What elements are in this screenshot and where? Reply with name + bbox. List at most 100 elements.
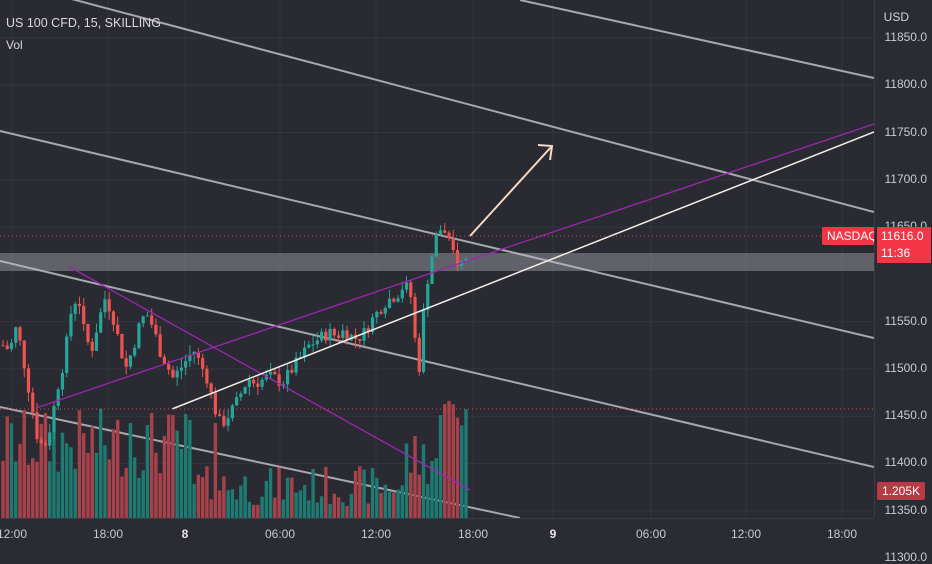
candle-body (396, 298, 400, 302)
chart-area[interactable]: US 100 CFD, 15, SKILLING Vol NASDAQ (0, 0, 874, 518)
candle-body (213, 392, 217, 415)
projection-arrow (469, 145, 553, 237)
volume-bar (90, 426, 94, 518)
candle-body (116, 324, 120, 335)
volume-bar (26, 464, 31, 518)
candle-body (358, 338, 362, 341)
last-price-value: 11616.0 (881, 229, 924, 243)
volume-bar (200, 477, 205, 518)
volume-bar (43, 413, 48, 518)
candle-body (184, 361, 188, 368)
volume-bar (358, 466, 362, 518)
candle-body (222, 416, 226, 426)
volume-bar (192, 483, 196, 518)
time-tick-label: 06:00 (264, 527, 296, 541)
volume-bar (447, 400, 451, 518)
volume-bars (1, 400, 468, 518)
candle-body (392, 298, 396, 302)
time-axis[interactable]: 12:00 18:00 8 06:00 12:00 18:00 9 06:00 12:00 18:… (0, 518, 874, 551)
volume-bar (196, 474, 201, 518)
candle-body (48, 432, 52, 446)
volume-bar (166, 414, 171, 518)
purple-trend-channel (35, 123, 874, 409)
volume-bar (332, 493, 337, 518)
candle-body (90, 341, 94, 351)
support-zone (0, 253, 874, 271)
volume-bar (336, 497, 341, 518)
chart-canvas[interactable] (0, 0, 874, 518)
candle-body (209, 383, 213, 393)
volume-bar (9, 423, 14, 518)
volume-bar (205, 466, 209, 518)
volume-bar (137, 477, 141, 518)
candle-body (375, 311, 379, 318)
price-tick-label: 11450.0 (884, 408, 928, 423)
trend-line (171, 131, 874, 410)
candle-body (175, 370, 179, 378)
drawing-tools[interactable] (35, 123, 874, 491)
volume-bar (77, 410, 82, 518)
candle-body (239, 393, 243, 398)
price-tick-label: 11500.0 (884, 360, 928, 375)
volume-bar (222, 476, 226, 518)
volume-bar (383, 484, 387, 518)
candle-body (370, 317, 375, 332)
volume-bar (230, 489, 235, 518)
symbol-title[interactable]: US 100 CFD, 15, SKILLING (6, 16, 161, 30)
candle-body (438, 230, 443, 235)
candle-body (171, 369, 175, 378)
volume-bar (319, 496, 324, 518)
price-axis[interactable]: USD 11850.011800.011750.011700.011650.01… (874, 0, 932, 564)
volume-bar (392, 492, 396, 518)
volume-bar (307, 500, 311, 518)
candle-body (60, 373, 65, 390)
time-tick-label: 12:00 (360, 527, 392, 541)
volume-bar (162, 435, 167, 518)
volume-bar (65, 443, 69, 518)
candle-body (18, 327, 22, 341)
volume-bar (35, 461, 39, 518)
volume-bar (400, 485, 404, 518)
volume-bar (5, 416, 9, 518)
time-tick-label: 8 (181, 527, 189, 541)
candle-body (409, 282, 413, 297)
candle-body (434, 234, 438, 257)
candlesticks[interactable] (1, 223, 468, 451)
candle-body (145, 315, 150, 317)
volume-bar (256, 504, 260, 518)
volume-bar (183, 413, 188, 518)
volume-bar (281, 499, 286, 518)
candle-body (35, 412, 39, 440)
candle-body (451, 238, 455, 251)
volume-bar (464, 409, 468, 518)
volume-bar (404, 443, 409, 518)
volume-indicator-label[interactable]: Vol (6, 38, 23, 52)
candle-body (150, 315, 154, 325)
volume-bar (209, 499, 213, 518)
volume-bar (124, 467, 128, 518)
candle-body (22, 340, 26, 369)
candle-body (273, 371, 277, 375)
candle-body (133, 347, 137, 356)
candle-body (86, 323, 90, 342)
volume-bar (324, 466, 328, 518)
volume-bar (370, 468, 375, 518)
candle-body (247, 379, 251, 387)
volume-bar (60, 432, 65, 518)
volume-bar (290, 477, 294, 518)
candle-body (285, 369, 290, 385)
volume-bar (277, 467, 281, 518)
candle-body (366, 328, 370, 332)
candle-body (192, 351, 196, 355)
volume-bar (115, 419, 120, 518)
price-tick-label: 11550.0 (884, 313, 928, 328)
currency-label[interactable]: USD (883, 10, 909, 24)
volume-bar (14, 461, 18, 518)
candle-body (128, 355, 133, 367)
price-tick-label: 11350.0 (884, 502, 928, 517)
volume-bar (103, 445, 107, 518)
volume-bar (438, 415, 443, 518)
price-tick-label: 11300.0 (884, 550, 928, 564)
volume-bar (239, 485, 243, 518)
candle-body (307, 344, 311, 348)
